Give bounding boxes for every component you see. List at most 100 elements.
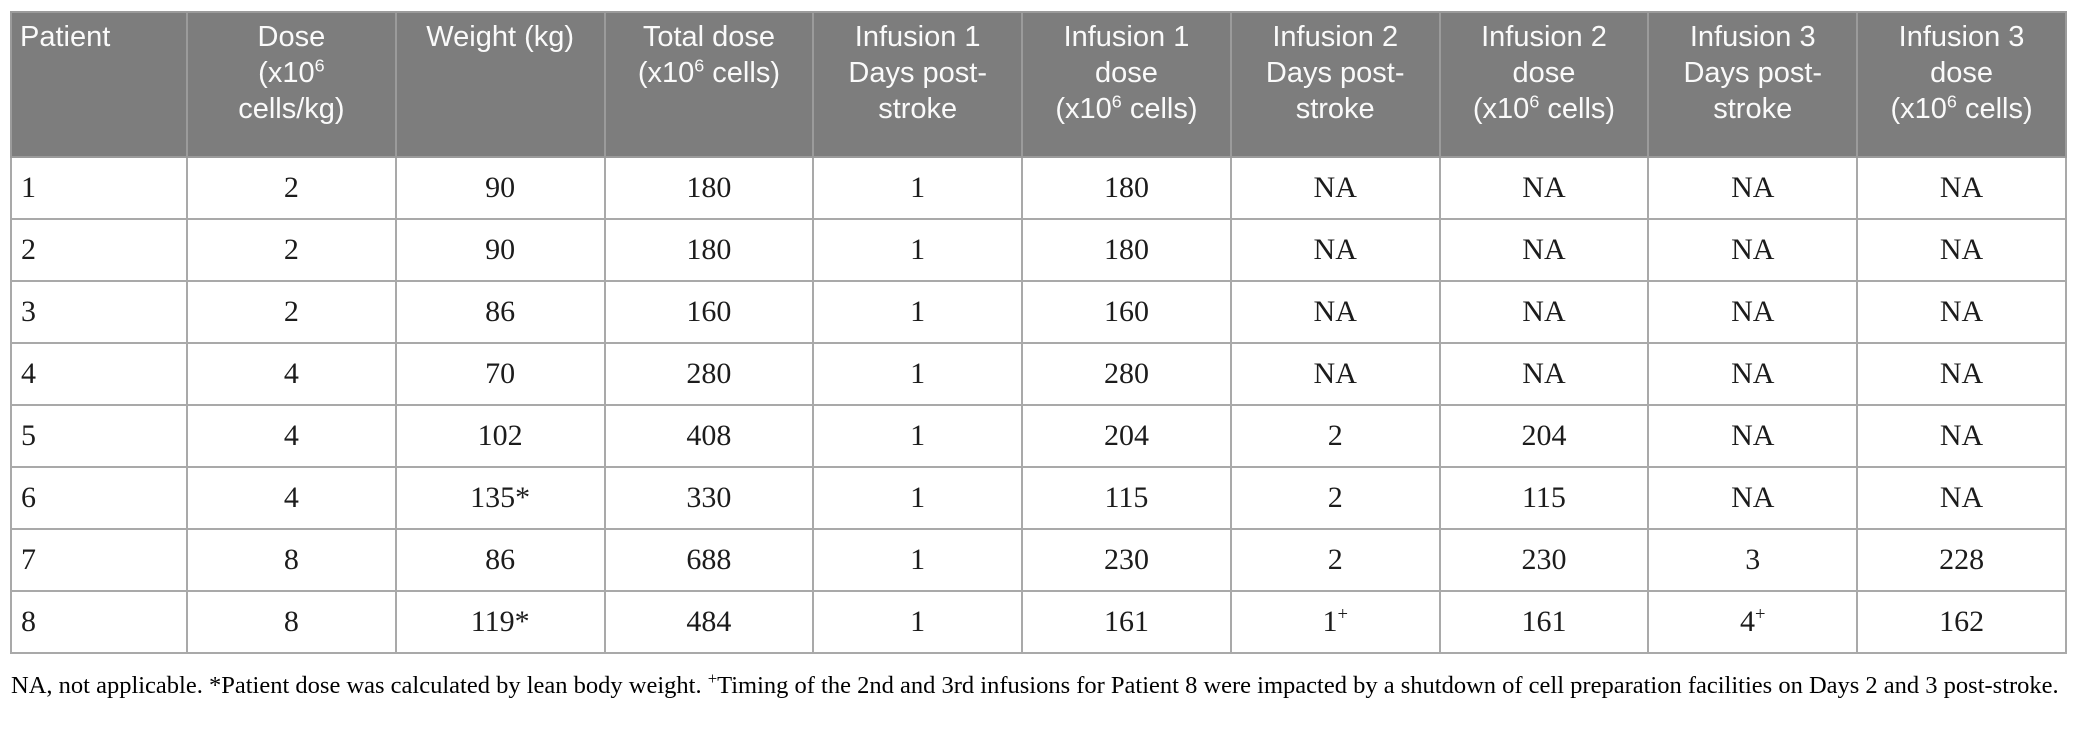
data-cell: 160: [1021, 280, 1232, 344]
column-header: Infusion 2 dose (x106 cells): [1438, 11, 1650, 158]
data-cell: 135*: [394, 466, 606, 530]
data-cell: 1: [812, 342, 1024, 406]
table-figure: Patient Dose (x106 cells/kg) Weight (kg) To…: [10, 11, 2067, 699]
column-header: Infusion 3 Days post- stroke: [1647, 11, 1859, 158]
data-cell: 1+: [1229, 590, 1441, 654]
data-cell: 2: [186, 156, 397, 220]
superscript: 6: [1946, 91, 1957, 112]
data-cell: 280: [603, 342, 815, 406]
data-cell: 180: [1021, 156, 1232, 220]
data-cell: 3: [1647, 528, 1859, 592]
data-cell: 484: [603, 590, 815, 654]
superscript: 6: [1529, 91, 1540, 112]
data-cell: 160: [603, 280, 815, 344]
patient-id-cell: 7: [10, 528, 188, 592]
data-cell: NA: [1438, 156, 1650, 220]
data-cell: 86: [394, 280, 606, 344]
data-cell: 8: [186, 528, 397, 592]
table-body: 1 2 90 180 1 180 NA NA NA NA 2 2 90 180 1 180 NA NA NA NA 3 2…: [10, 156, 2067, 654]
data-cell: 688: [603, 528, 815, 592]
data-cell: NA: [1647, 156, 1859, 220]
table-row: 2 2 90 180 1 180 NA NA NA NA: [10, 218, 2067, 282]
data-cell: 70: [394, 342, 606, 406]
patient-id-cell: 3: [10, 280, 188, 344]
table-header: Patient Dose (x106 cells/kg) Weight (kg) To…: [10, 11, 2067, 158]
patient-id-cell: 4: [10, 342, 188, 406]
column-header: Weight (kg): [394, 11, 606, 158]
data-cell: NA: [1856, 404, 2067, 468]
data-cell: 1: [812, 156, 1024, 220]
data-cell: 408: [603, 404, 815, 468]
data-cell: NA: [1438, 280, 1650, 344]
superscript: 6: [694, 55, 705, 76]
data-cell: 161: [1021, 590, 1232, 654]
data-cell: NA: [1647, 280, 1859, 344]
data-cell: NA: [1647, 404, 1859, 468]
column-header: Dose (x106 cells/kg): [186, 11, 397, 158]
data-cell: NA: [1647, 218, 1859, 282]
footnote: NA, not applicable. *Patient dose was ca…: [11, 668, 2059, 699]
data-cell: 180: [603, 218, 815, 282]
data-cell: 330: [603, 466, 815, 530]
data-cell: 1: [812, 590, 1024, 654]
data-cell: NA: [1856, 156, 2067, 220]
table-row: 5 4 102 408 1 204 2 204 NA NA: [10, 404, 2067, 468]
superscript: 6: [314, 55, 325, 76]
column-header: Infusion 3 dose (x106 cells): [1856, 11, 2067, 158]
data-cell: NA: [1229, 342, 1441, 406]
data-cell: 4: [186, 404, 397, 468]
data-cell: 280: [1021, 342, 1232, 406]
patient-id-cell: 8: [10, 590, 188, 654]
data-cell: 102: [394, 404, 606, 468]
data-cell: 2: [186, 280, 397, 344]
data-cell: 230: [1438, 528, 1650, 592]
data-cell: 180: [603, 156, 815, 220]
data-cell: NA: [1856, 280, 2067, 344]
data-cell: 204: [1021, 404, 1232, 468]
data-cell: 119*: [394, 590, 606, 654]
column-header: Patient: [10, 11, 188, 158]
data-cell: NA: [1438, 218, 1650, 282]
patient-id-cell: 6: [10, 466, 188, 530]
data-cell: 4: [186, 342, 397, 406]
data-cell: NA: [1229, 218, 1441, 282]
data-cell: 230: [1021, 528, 1232, 592]
data-cell: 204: [1438, 404, 1650, 468]
superscript: +: [1754, 604, 1766, 625]
data-cell: NA: [1856, 466, 2067, 530]
column-header: Total dose (x106 cells): [603, 11, 815, 158]
data-cell: NA: [1229, 156, 1441, 220]
data-cell: 2: [1229, 404, 1441, 468]
patient-id-cell: 2: [10, 218, 188, 282]
data-cell: 162: [1856, 590, 2067, 654]
table-row: 1 2 90 180 1 180 NA NA NA NA: [10, 156, 2067, 220]
table-row: 4 4 70 280 1 280 NA NA NA NA: [10, 342, 2067, 406]
data-cell: NA: [1856, 218, 2067, 282]
data-cell: 90: [394, 156, 606, 220]
data-cell: 1: [812, 466, 1024, 530]
data-cell: 115: [1438, 466, 1650, 530]
data-cell: NA: [1856, 342, 2067, 406]
data-cell: 161: [1438, 590, 1650, 654]
data-cell: 1: [812, 404, 1024, 468]
data-cell: 8: [186, 590, 397, 654]
patient-id-cell: 5: [10, 404, 188, 468]
data-cell: 2: [1229, 466, 1441, 530]
table-row: 8 8 119* 484 1 161 1+ 161 4+ 162: [10, 590, 2067, 654]
data-cell: 2: [1229, 528, 1441, 592]
data-cell: NA: [1438, 342, 1650, 406]
data-cell: 1: [812, 280, 1024, 344]
data-cell: 86: [394, 528, 606, 592]
data-cell: 4+: [1647, 590, 1859, 654]
column-header: Infusion 2 Days post- stroke: [1229, 11, 1441, 158]
superscript: +: [707, 668, 718, 688]
data-cell: 1: [812, 218, 1024, 282]
data-cell: 2: [186, 218, 397, 282]
data-cell: 115: [1021, 466, 1232, 530]
table-row: 7 8 86 688 1 230 2 230 3 228: [10, 528, 2067, 592]
patient-dosing-table: Patient Dose (x106 cells/kg) Weight (kg) To…: [10, 11, 2067, 654]
superscript: 6: [1111, 91, 1122, 112]
column-header: Infusion 1 dose (x106 cells): [1021, 11, 1232, 158]
header-row: Patient Dose (x106 cells/kg) Weight (kg) To…: [10, 11, 2067, 158]
data-cell: 180: [1021, 218, 1232, 282]
